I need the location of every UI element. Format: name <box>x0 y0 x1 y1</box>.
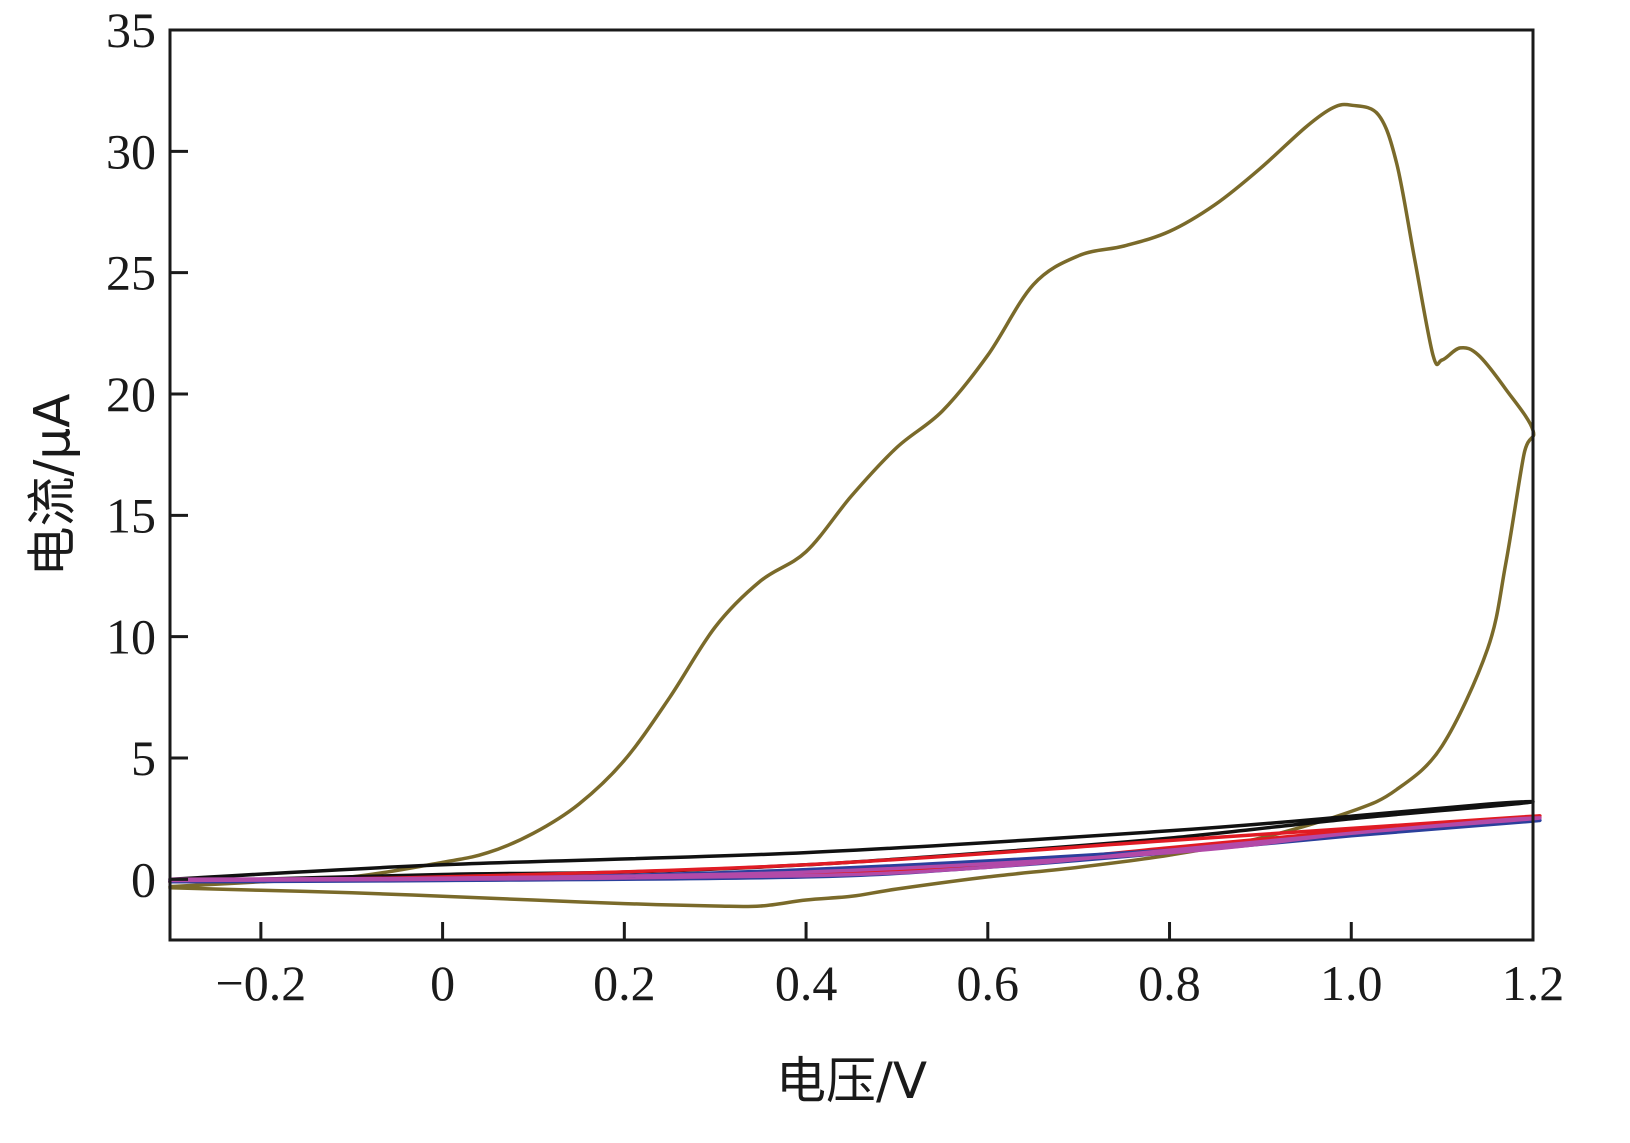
y-axis-title: 电流/μA <box>24 394 82 577</box>
y-tick-label: 15 <box>106 487 156 543</box>
x-tick-label: 1.0 <box>1320 955 1383 1011</box>
y-tick-label: 25 <box>106 245 156 301</box>
y-tick-label: 30 <box>106 123 156 179</box>
plot-frame <box>168 28 1535 942</box>
x-tick-label: 0.4 <box>775 955 838 1011</box>
y-tick-label: 5 <box>131 730 156 786</box>
y-tick-label: 0 <box>131 851 156 907</box>
y-tick-label: 10 <box>106 609 156 665</box>
x-tick-label: 0.8 <box>1138 955 1201 1011</box>
y-tick-label: 20 <box>106 366 156 422</box>
x-tick-label: −0.2 <box>216 955 307 1011</box>
tick-layer: −0.2 0 0.2 0.4 0.6 0.8 1.0 1.2 0 5 10 15 20 25 30 35 <box>106 2 1564 1011</box>
x-axis-title: 电压/V <box>776 1052 927 1110</box>
x-tick-label: 0 <box>430 955 455 1011</box>
x-tick-label: 0.6 <box>957 955 1020 1011</box>
y-tick-label: 35 <box>106 2 156 58</box>
series-layer <box>168 102 1542 909</box>
series-line-5 <box>168 816 1542 883</box>
series-line-1 <box>168 102 1536 909</box>
x-tick-label: 1.2 <box>1502 955 1565 1011</box>
x-tick-label: 0.2 <box>593 955 656 1011</box>
